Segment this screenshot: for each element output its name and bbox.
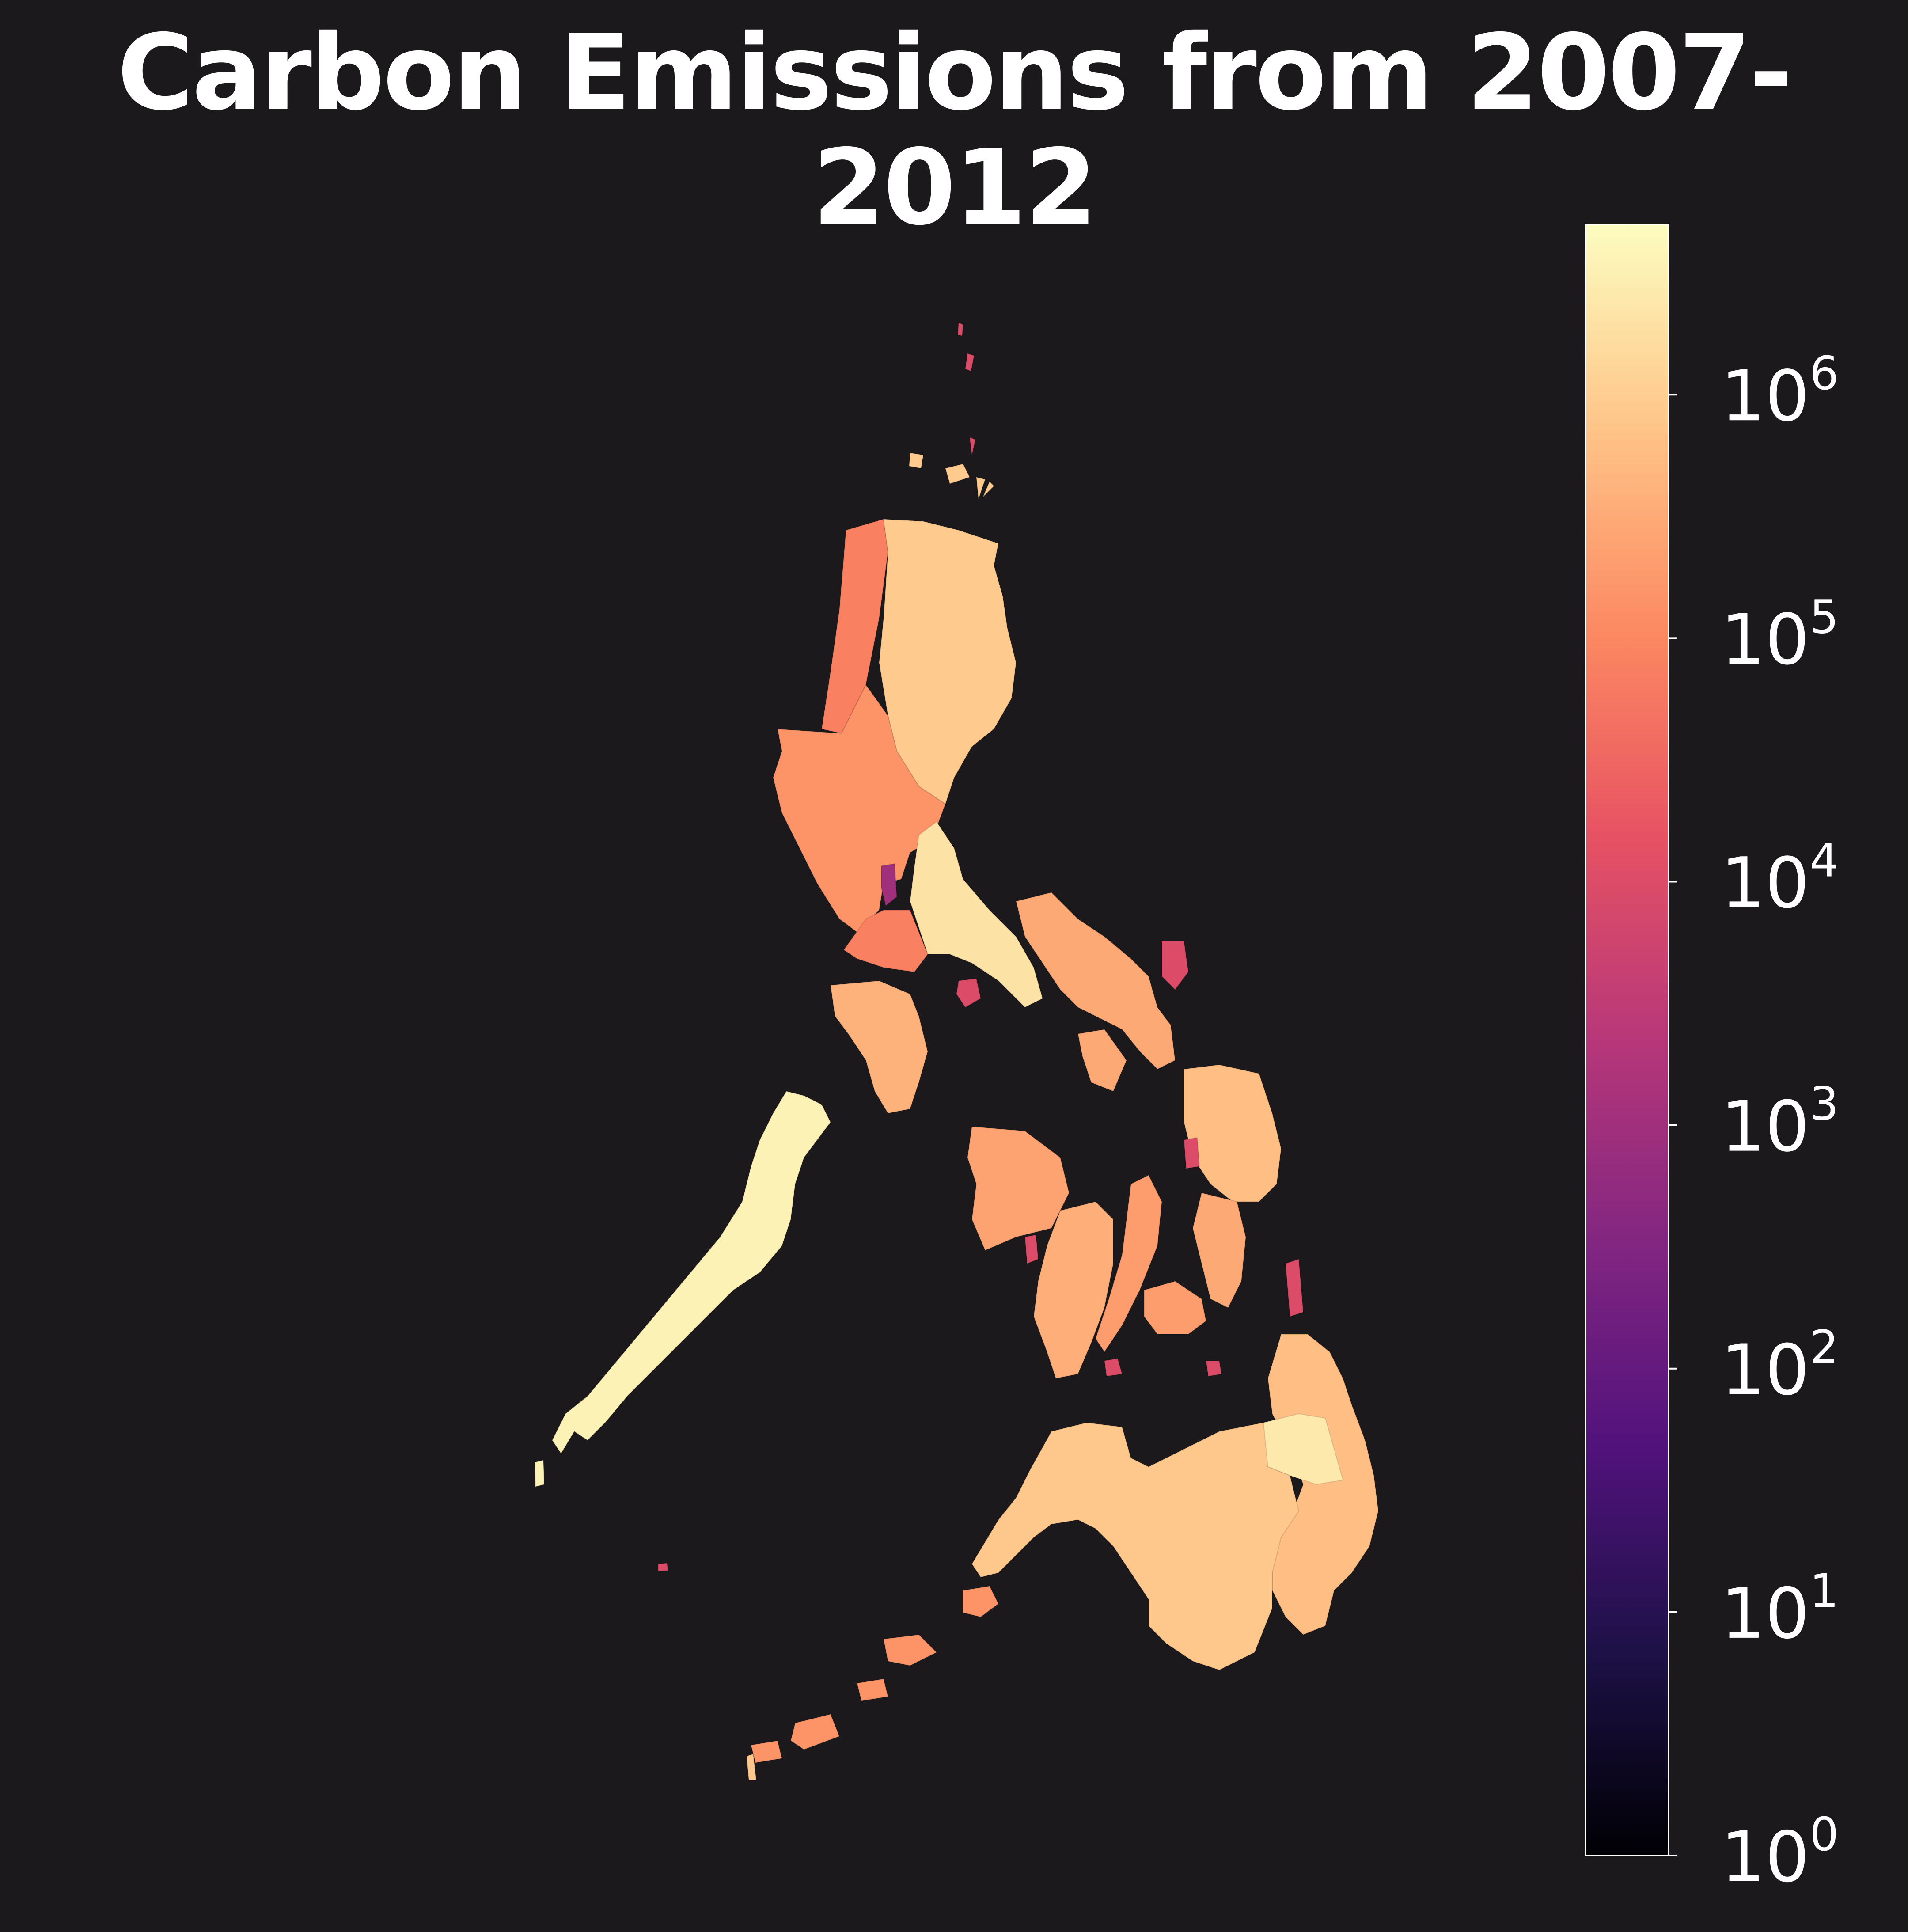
region-biliran (1183, 1137, 1304, 1317)
region-masbate (1077, 1029, 1127, 1092)
region-siquijor (1104, 1358, 1222, 1377)
tick-base: 10 (1721, 599, 1809, 680)
tick-exponent: 6 (1809, 346, 1839, 400)
region-mindoro (830, 980, 929, 1114)
region-mindanao-west (971, 1422, 1300, 1671)
region-marinduque (956, 978, 982, 1008)
region-tawitawi (746, 1753, 757, 1781)
colorbar-tick-label: 100 (1721, 1807, 1839, 1898)
tick-exponent: 5 (1809, 590, 1839, 644)
colorbar-tick-label: 103 (1721, 1077, 1839, 1168)
region-babuyan (908, 452, 995, 500)
tick-base: 10 (1721, 1573, 1809, 1655)
tick-base: 10 (1721, 1086, 1809, 1168)
region-panay (967, 1126, 1070, 1251)
colorbar-tick-label: 102 (1721, 1321, 1839, 1411)
region-western-islets (658, 1562, 669, 1572)
tick-base: 10 (1721, 1817, 1809, 1898)
colorbar-tick-label: 106 (1721, 346, 1839, 437)
tick-base: 10 (1721, 843, 1809, 924)
colorbar-tick-label: 104 (1721, 833, 1839, 924)
colorbar-tick-label: 101 (1721, 1564, 1839, 1655)
region-bicol (1015, 892, 1176, 1070)
region-negros (1033, 1201, 1114, 1379)
tick-exponent: 2 (1809, 1321, 1839, 1374)
tick-exponent: 3 (1809, 1077, 1839, 1131)
colorbar-gradient (1585, 224, 1669, 1856)
region-palawan (534, 1090, 831, 1488)
region-bohol (1144, 1280, 1207, 1335)
chart-title: Carbon Emissions from 2007-2012 (117, 12, 1793, 248)
region-catanduanes (1161, 941, 1189, 991)
region-southern-luzon (909, 821, 1043, 1008)
region-leyte (1192, 1192, 1247, 1309)
region-cebu (1095, 1174, 1163, 1353)
region-batanes (957, 322, 976, 455)
region-batangas (843, 910, 929, 973)
tick-exponent: 4 (1809, 833, 1839, 887)
region-northern-luzon-east (878, 518, 1017, 805)
tick-base: 10 (1721, 1330, 1809, 1411)
tick-base: 10 (1721, 356, 1809, 437)
region-sulu (750, 1585, 999, 1764)
tick-exponent: 0 (1809, 1807, 1839, 1861)
colorbar-tick-label: 105 (1721, 590, 1839, 680)
tick-exponent: 1 (1809, 1564, 1839, 1618)
region-guimaras (1024, 1234, 1039, 1264)
region-manila (881, 863, 898, 907)
